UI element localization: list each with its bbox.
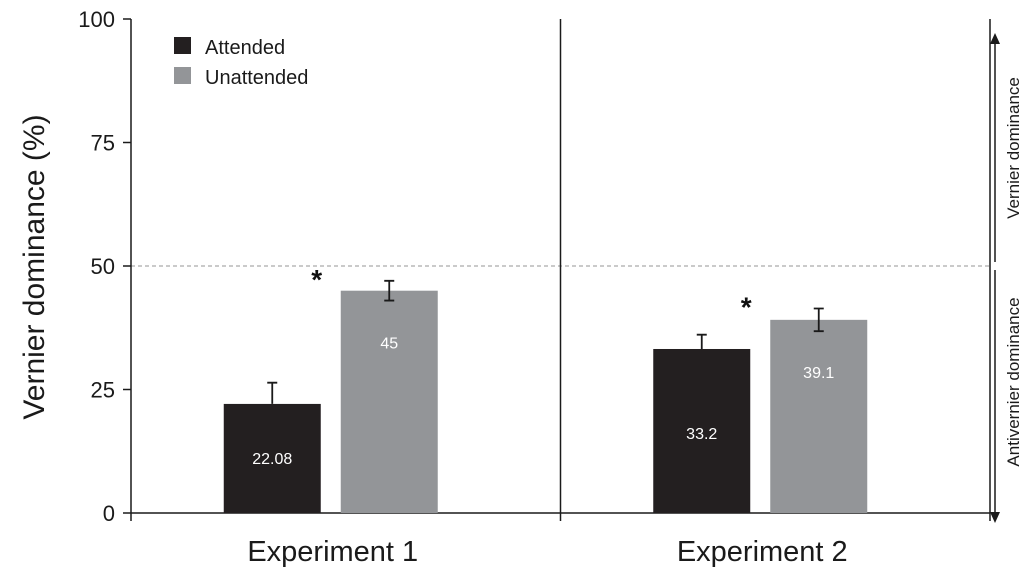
- y-tick-label: 100: [78, 7, 115, 32]
- y-tick-label: 0: [103, 501, 115, 526]
- antivernier-arrow-head: [990, 512, 1000, 523]
- error-bar-attended-2: [696, 333, 707, 349]
- bar-value-label: 22.08: [252, 451, 292, 468]
- y-tick-label: 25: [91, 378, 115, 403]
- bar-value-label: 39.1: [803, 365, 834, 382]
- y-tick-label: 75: [91, 131, 115, 156]
- bar-attended-2: [653, 348, 751, 513]
- x-category-label: Experiment 2: [677, 536, 848, 568]
- bar-value-label: 45: [380, 336, 398, 353]
- legend-swatch-attended: [174, 37, 191, 54]
- bar-unattended-1: [340, 290, 438, 513]
- vernier-arrow-head: [990, 33, 1000, 44]
- y-axis-label: Vernier dominance (%): [18, 114, 51, 419]
- legend: Attended Unattended: [174, 37, 308, 89]
- legend-label-attended: Attended: [205, 37, 285, 59]
- side-label-vernier-dominance: Vernier dominance: [1004, 77, 1023, 219]
- significance-marker: *: [311, 264, 322, 295]
- legend-swatch-unattended: [174, 67, 191, 84]
- x-category-label: Experiment 1: [247, 536, 418, 568]
- bar-unattended-2: [770, 319, 868, 513]
- error-bar-attended-1: [267, 381, 278, 404]
- bar-attended-1: [223, 403, 321, 513]
- error-bar-unattended-2: [813, 307, 824, 333]
- y-tick-label: 50: [91, 254, 115, 279]
- error-bar-unattended-1: [384, 279, 395, 302]
- side-label-antivernier-dominance: Antivernier dominance: [1004, 297, 1023, 466]
- legend-label-unattended: Unattended: [205, 67, 308, 89]
- significance-marker: *: [741, 291, 752, 322]
- bar-value-label: 33.2: [686, 426, 717, 443]
- side-annotations: Vernier dominance Antivernier dominance: [1004, 77, 1023, 466]
